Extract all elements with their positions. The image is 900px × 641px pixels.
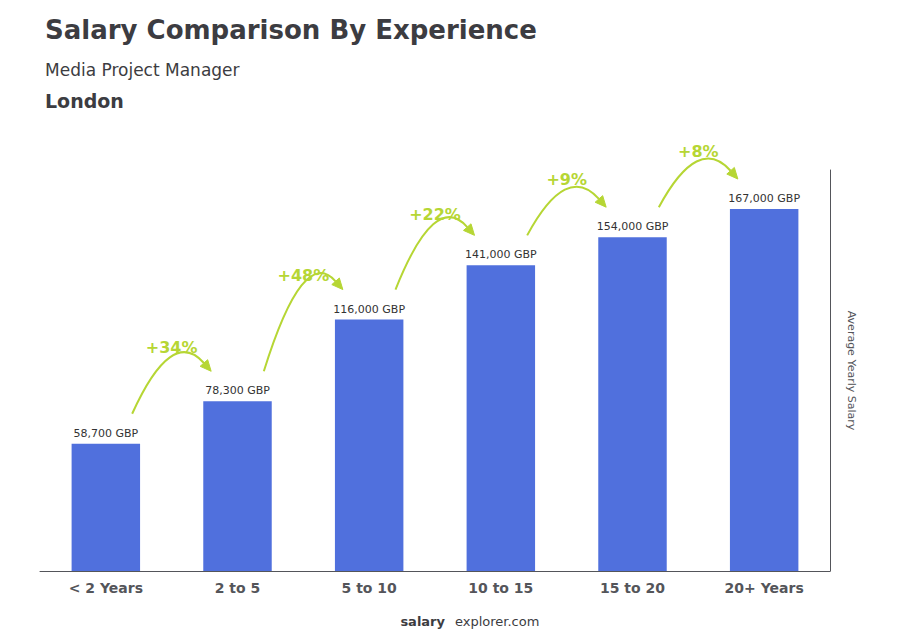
svg-text:20+ Years: 20+ Years: [725, 580, 804, 596]
svg-text:2 to 5: 2 to 5: [215, 580, 261, 596]
svg-text:5 to 10: 5 to 10: [342, 580, 398, 596]
svg-text:+48%: +48%: [277, 266, 329, 285]
svg-text:< 2 Years: < 2 Years: [69, 580, 143, 596]
svg-text:+9%: +9%: [546, 170, 587, 189]
svg-text:London: London: [45, 90, 124, 112]
svg-text:167,000 GBP: 167,000 GBP: [728, 192, 800, 205]
svg-text:Average Yearly Salary: Average Yearly Salary: [845, 311, 858, 431]
svg-text:78,300 GBP: 78,300 GBP: [205, 384, 270, 397]
svg-text:141,000 GBP: 141,000 GBP: [465, 248, 537, 261]
svg-text:10 to 15: 10 to 15: [468, 580, 533, 596]
svg-text:154,000 GBP: 154,000 GBP: [597, 220, 669, 233]
svg-text:Salary Comparison By Experienc: Salary Comparison By Experience: [45, 15, 537, 45]
svg-text:15 to 20: 15 to 20: [600, 580, 665, 596]
svg-text:+8%: +8%: [678, 142, 719, 161]
svg-text:58,700 GBP: 58,700 GBP: [73, 427, 138, 440]
svg-text:Media Project Manager: Media Project Manager: [45, 60, 240, 80]
svg-text:explorer.com: explorer.com: [455, 614, 539, 629]
svg-text:116,000 GBP: 116,000 GBP: [333, 303, 405, 316]
svg-text:+22%: +22%: [409, 205, 461, 224]
svg-text:salary: salary: [400, 614, 445, 629]
svg-text:+34%: +34%: [146, 338, 198, 357]
